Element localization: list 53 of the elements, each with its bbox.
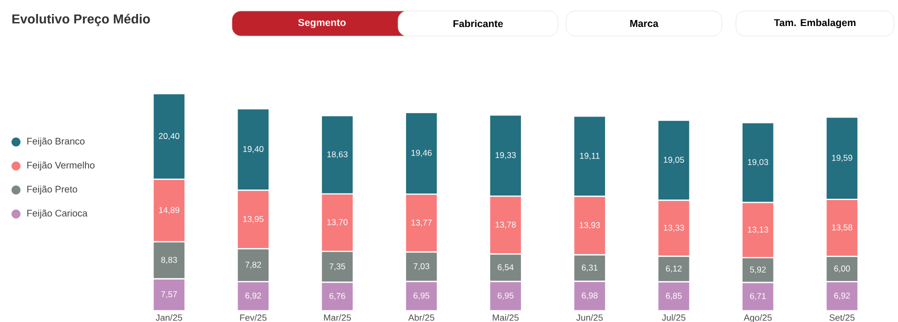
text: Segmento	[298, 18, 346, 28]
data-label: 14,89	[159, 207, 180, 214]
data-label: 6,31	[582, 264, 598, 272]
x-tick-label: Fev/25	[240, 314, 267, 321]
data-label: 8,83	[161, 256, 177, 264]
legend-label: Feijão Branco	[27, 138, 85, 146]
data-label: 6,71	[750, 293, 766, 300]
text: Fabricante	[453, 20, 503, 28]
data-label: 7,57	[161, 291, 177, 298]
data-label: 6,54	[498, 264, 514, 272]
data-label: 13,78	[496, 222, 516, 229]
data-label: 13,70	[327, 219, 348, 226]
x-tick-label: Mai/25	[492, 314, 519, 321]
data-label: 6,92	[834, 292, 850, 300]
data-label: 19,59	[832, 154, 852, 162]
data-label: 7,03	[414, 263, 430, 270]
chart-title: Evolutivo Preço Médio	[12, 14, 150, 26]
data-label: 19,33	[496, 152, 516, 160]
data-label: 19,11	[580, 152, 600, 160]
data-label: 6,12	[666, 266, 682, 273]
x-tick-label: Abr/25	[408, 314, 434, 321]
data-label: 6,85	[666, 292, 682, 300]
data-label: 13,13	[748, 226, 768, 234]
data-label: 6,00	[834, 266, 850, 273]
data-label: 7,35	[330, 263, 346, 270]
data-label: 13,93	[580, 222, 600, 230]
data-label: 19,40	[243, 146, 264, 153]
data-label: 13,33	[664, 224, 684, 232]
x-tick-label: Jan/25	[156, 314, 182, 321]
legend-label: Feijão Carioca	[27, 210, 88, 218]
data-label: 6,92	[245, 292, 262, 300]
data-label: 6,76	[330, 292, 346, 300]
data-label: 6,98	[582, 292, 598, 300]
data-label: 19,46	[411, 150, 432, 157]
data-label: 18,63	[327, 151, 348, 158]
text: Marca	[630, 20, 658, 27]
data-label: 13,58	[832, 224, 852, 232]
data-label: 7,82	[245, 262, 262, 269]
data-label: 13,77	[411, 220, 432, 227]
data-label: 5,92	[750, 266, 766, 274]
x-tick-label: Set/25	[829, 314, 855, 321]
data-label: 6,95	[498, 292, 514, 300]
data-label: 19,05	[664, 156, 684, 164]
data-label: 20,40	[158, 132, 180, 140]
data-label: 19,03	[748, 159, 768, 166]
x-tick-label: Jul/25	[662, 314, 686, 321]
data-label: 13,95	[243, 216, 264, 223]
legend-label: Feijão Vermelho	[27, 162, 95, 170]
x-tick-label: Mar/25	[324, 314, 351, 321]
x-tick-label: Jun/25	[576, 314, 603, 321]
text: Tam. Embalagem	[774, 18, 856, 28]
legend-label: Feijão Preto	[27, 186, 78, 194]
data-label: 6,95	[414, 292, 430, 300]
